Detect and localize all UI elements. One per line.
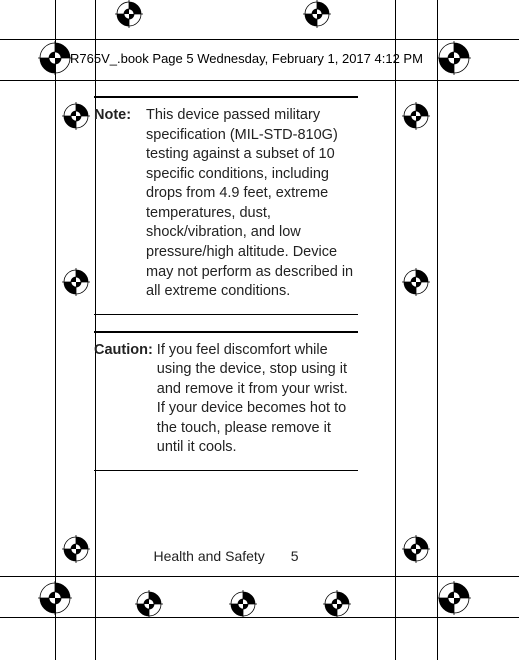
crop-line xyxy=(0,617,519,618)
footer-section: Health and Safety xyxy=(154,548,265,564)
page-footer: Health and Safety 5 xyxy=(94,548,358,564)
registration-mark-icon xyxy=(402,535,430,563)
crop-line xyxy=(55,0,56,660)
caution-body: If you feel discomfort while using the d… xyxy=(157,341,358,458)
registration-mark-icon xyxy=(402,102,430,130)
registration-mark-icon xyxy=(402,268,430,296)
registration-mark-icon xyxy=(229,590,257,618)
rule xyxy=(94,96,358,98)
registration-mark-icon xyxy=(437,581,471,615)
crop-line xyxy=(0,576,519,577)
registration-mark-icon xyxy=(62,268,90,296)
registration-mark-icon xyxy=(135,590,163,618)
caution-label: Caution: xyxy=(94,341,157,458)
crop-line xyxy=(437,0,438,660)
rule xyxy=(94,470,358,471)
registration-mark-icon xyxy=(38,581,72,615)
crop-line xyxy=(395,0,396,660)
caution-block: Caution: If you feel discomfort while us… xyxy=(94,341,358,458)
registration-mark-icon xyxy=(62,535,90,563)
rule xyxy=(94,314,358,315)
content-area: Note: This device passed military specif… xyxy=(94,96,358,481)
note-block: Note: This device passed military specif… xyxy=(94,106,358,302)
registration-mark-icon xyxy=(303,0,331,28)
note-label: Note: xyxy=(94,106,146,302)
crop-line xyxy=(0,80,519,81)
note-body: This device passed military specificatio… xyxy=(146,106,358,302)
footer-page-number: 5 xyxy=(291,548,299,564)
registration-mark-icon xyxy=(62,102,90,130)
rule xyxy=(94,331,358,333)
registration-mark-icon xyxy=(115,0,143,28)
registration-mark-icon xyxy=(38,41,72,75)
registration-mark-icon xyxy=(437,41,471,75)
registration-mark-icon xyxy=(323,590,351,618)
crop-line xyxy=(0,39,519,40)
